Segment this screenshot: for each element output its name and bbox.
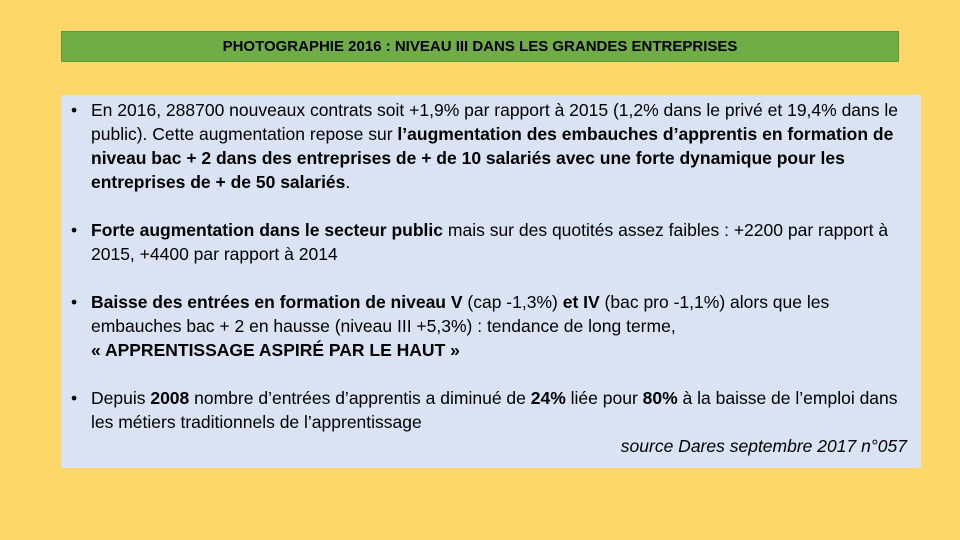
apprentissage-slogan: « APPRENTISSAGE ASPIRÉ PAR LE HAUT »	[91, 340, 460, 360]
text-segment: à la baisse de l’emploi dans les métiers…	[91, 388, 898, 432]
bullet-glyph: •	[71, 220, 78, 240]
bullet-text: Baisse des entrées en formation de nivea…	[91, 292, 829, 360]
bullet-text: Forte augmentation dans le secteur publi…	[91, 220, 888, 264]
text-segment: En 2016, 288700 nouveaux contrats soit +…	[91, 100, 898, 144]
text-segment: (bac pro -1,1%) alors que les embauches …	[91, 292, 830, 336]
bullet-glyph: •	[71, 388, 78, 408]
source-citation: source Dares septembre 2017 n°057	[620, 436, 907, 456]
text-segment: nombre d’entrées d’apprentis a diminué d…	[189, 388, 531, 408]
slide-title: PHOTOGRAPHIE 2016 : NIVEAU III DANS LES …	[61, 31, 899, 62]
text-segment-bold: Baisse des entrées en formation de nivea…	[91, 292, 463, 312]
bullet-item-1: • En 2016, 288700 nouveaux contrats soit…	[71, 98, 907, 194]
text-segment-bold: 2008	[150, 388, 190, 408]
bullet-text: En 2016, 288700 nouveaux contrats soit +…	[91, 100, 898, 192]
bullet-glyph: •	[71, 292, 78, 312]
bullet-glyph: •	[71, 100, 78, 120]
bullet-text: Depuis 2008 nombre d’entrées d’apprentis…	[91, 388, 907, 458]
text-segment: liée pour	[565, 388, 643, 408]
text-segment-bold: et IV	[562, 292, 600, 312]
text-segment-bold: 24%	[530, 388, 566, 408]
text-segment-bold: 80%	[642, 388, 678, 408]
text-segment: mais sur des quotités assez faibles : +2…	[91, 220, 889, 264]
text-segment: .	[345, 172, 351, 192]
bullet-item-3: • Baisse des entrées en formation de niv…	[71, 290, 907, 362]
text-segment-bold: l’augmentation des embauches d’apprentis…	[91, 124, 894, 192]
text-segment: Depuis	[91, 388, 151, 408]
bullet-item-4: • Depuis 2008 nombre d’entrées d’apprent…	[71, 386, 907, 458]
content-box: • En 2016, 288700 nouveaux contrats soit…	[61, 95, 921, 468]
text-segment: (cap -1,3%)	[462, 292, 563, 312]
bullet-item-2: • Forte augmentation dans le secteur pub…	[71, 218, 907, 266]
text-segment-bold: Forte augmentation dans le secteur publi…	[91, 220, 444, 240]
